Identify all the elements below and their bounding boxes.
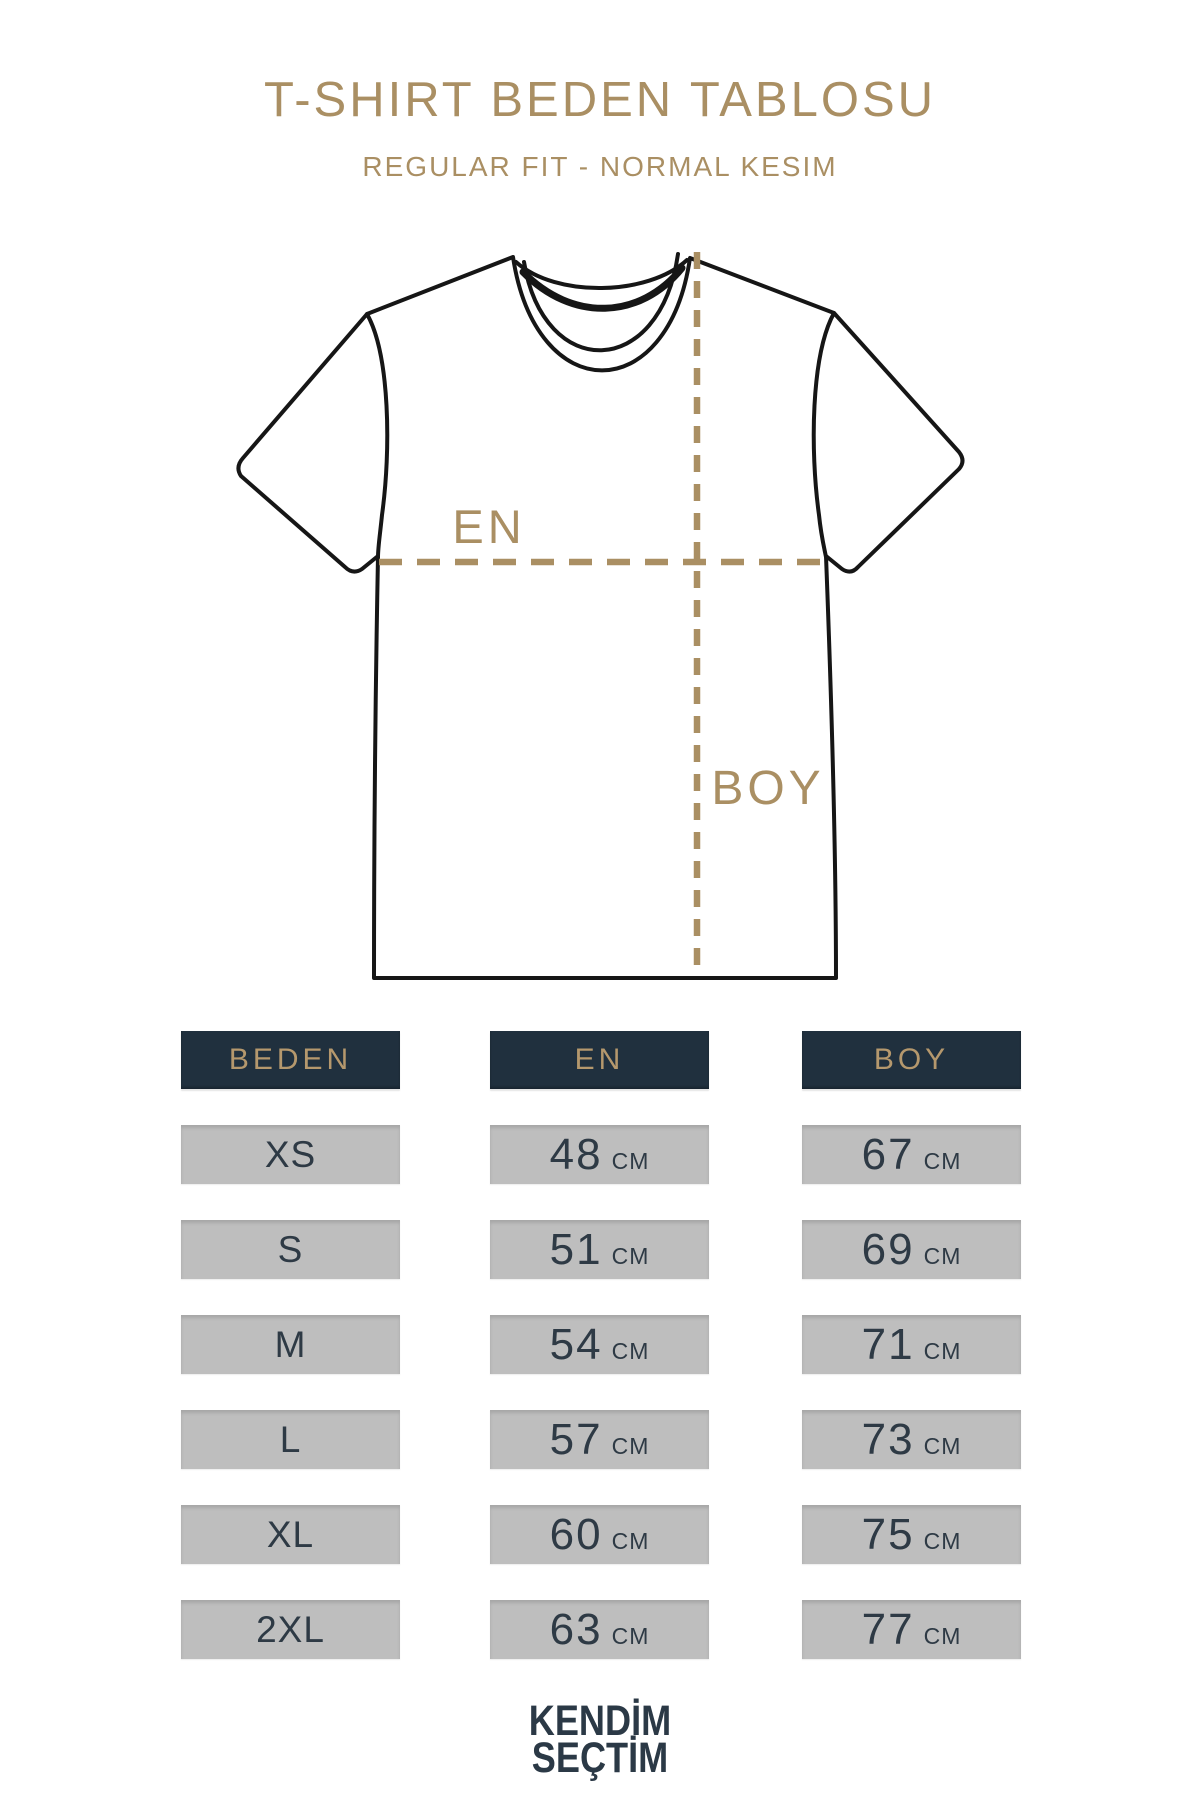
tshirt-outline <box>236 255 965 980</box>
header-cell-en: EN <box>490 1031 709 1089</box>
length-cell: 75 CM <box>802 1505 1021 1564</box>
header-cell-beden: BEDEN <box>181 1031 400 1089</box>
size-cell: XS <box>181 1125 400 1184</box>
width-cell: 63 CM <box>490 1600 709 1659</box>
size-cell: L <box>181 1410 400 1469</box>
header-label: BEDEN <box>228 1043 353 1076</box>
tshirt-diagram: EN BOY <box>236 252 965 980</box>
brand-logo-line2: SEÇTİM <box>531 1734 669 1782</box>
width-cell: 51 CM <box>490 1220 709 1279</box>
length-label: BOY <box>711 762 824 815</box>
right-armhole-seam <box>811 311 836 559</box>
column-beden: BEDEN XS S M L XL 2XL <box>181 1031 400 1659</box>
page-title: T-SHIRT BEDEN TABLOSU <box>263 73 937 127</box>
length-cell: 73 CM <box>802 1410 1021 1469</box>
size-cell: S <box>181 1220 400 1279</box>
length-cell: 77 CM <box>802 1600 1021 1659</box>
width-cell: 60 CM <box>490 1505 709 1564</box>
brand-logo-line1: KENDİM <box>528 1697 672 1745</box>
column-boy: BOY 67 CM 69 CM 71 CM 73 CM 75 CM 77 CM <box>802 1031 1021 1659</box>
width-cell: 48 CM <box>490 1125 709 1184</box>
length-cell: 67 CM <box>802 1125 1021 1184</box>
back-collar-band <box>519 264 686 312</box>
header-label: EN <box>574 1043 625 1076</box>
collar-band <box>522 252 680 353</box>
back-collar-line <box>514 258 689 290</box>
width-cell: 54 CM <box>490 1315 709 1374</box>
size-cell: M <box>181 1315 400 1374</box>
size-cell: XL <box>181 1505 400 1564</box>
column-en: EN 48 CM 51 CM 54 CM 57 CM 60 CM 63 CM <box>490 1031 709 1659</box>
width-cell: 57 CM <box>490 1410 709 1469</box>
header-label: BOY <box>873 1043 950 1076</box>
header-cell-boy: BOY <box>802 1031 1021 1089</box>
left-armhole-seam <box>365 312 390 559</box>
width-label: EN <box>452 500 525 553</box>
brand-logo: KENDİM SEÇTİM <box>0 1697 1200 1782</box>
length-cell: 71 CM <box>802 1315 1021 1374</box>
size-cell: 2XL <box>181 1600 400 1659</box>
length-cell: 69 CM <box>802 1220 1021 1279</box>
tshirt-illustration: EN BOY <box>236 252 965 980</box>
page-subtitle: REGULAR FIT - NORMAL KESIM <box>362 151 838 182</box>
